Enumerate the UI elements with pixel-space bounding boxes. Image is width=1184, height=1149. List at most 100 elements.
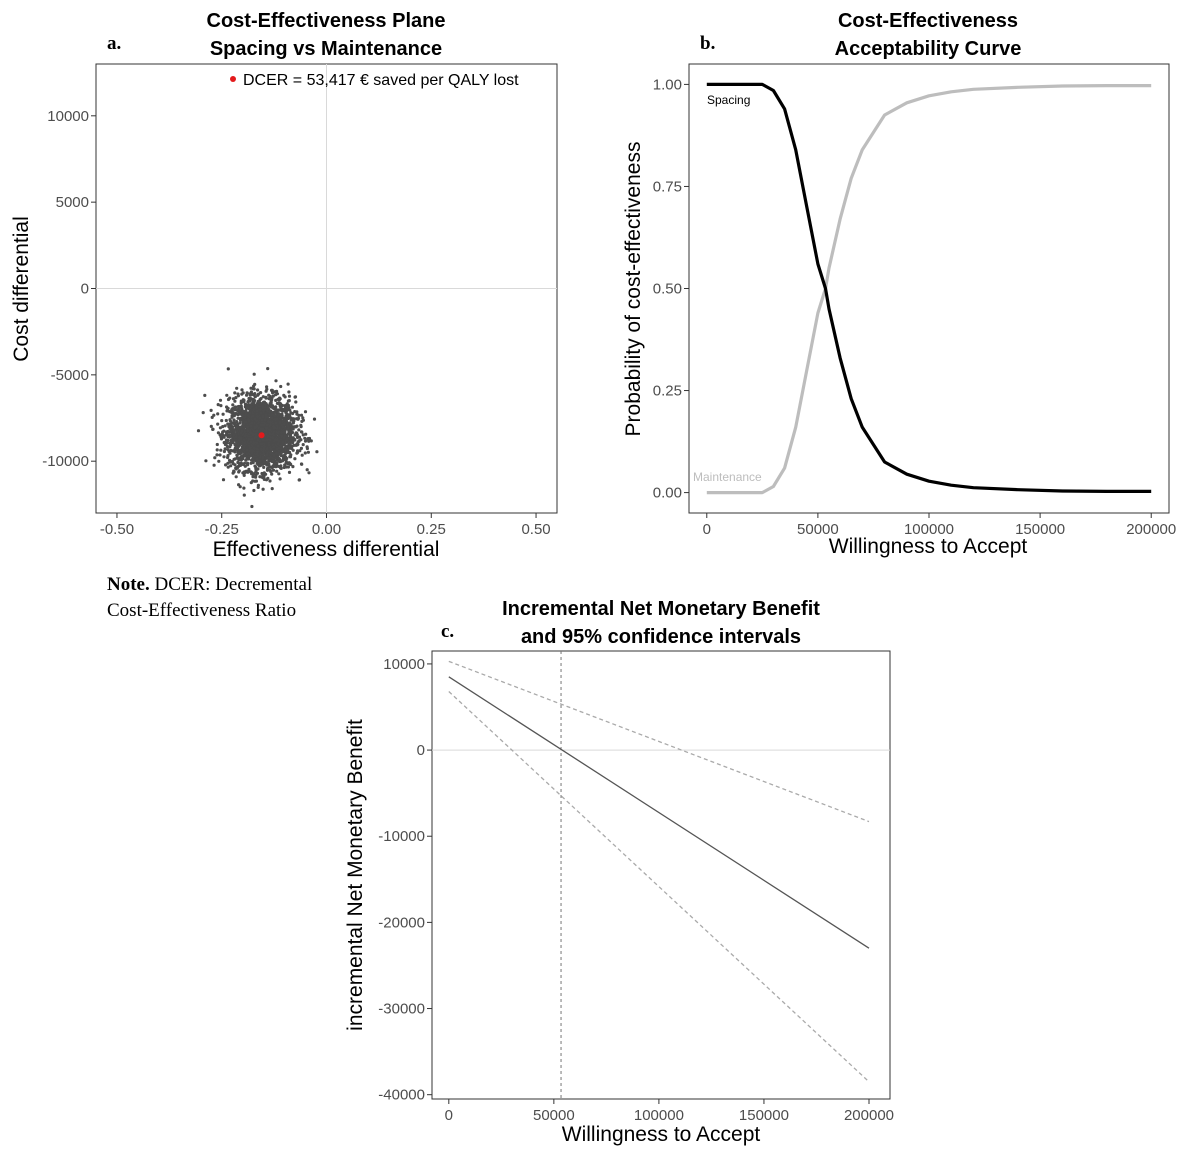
scatter-point [221, 412, 225, 416]
scatter-point [277, 449, 281, 453]
scatter-point [271, 432, 275, 436]
scatter-point [267, 443, 271, 447]
scatter-point [261, 487, 265, 491]
panel-c: c. Incremental Net Monetary Benefit and … [344, 598, 894, 1146]
scatter-point [247, 467, 251, 471]
panel-b-line-spacing [706, 82, 1152, 493]
scatter-point [267, 456, 271, 460]
scatter-point [243, 461, 247, 465]
scatter-point [241, 391, 245, 395]
scatter-point [224, 438, 229, 442]
scatter-point [252, 372, 256, 376]
scatter-point [268, 479, 272, 483]
scatter-point [294, 443, 298, 447]
panel-b-title: Cost-Effectiveness [838, 10, 1018, 32]
scatter-point [219, 435, 223, 439]
scatter-point [288, 442, 292, 446]
scatter-point [231, 397, 236, 401]
scatter-point [290, 405, 294, 409]
scatter-point [265, 423, 269, 427]
scatter-point [249, 424, 253, 428]
scatter-point [286, 424, 290, 428]
scatter-point [252, 488, 256, 493]
scatter-point [238, 451, 242, 456]
scatter-point [285, 438, 289, 442]
scatter-point [216, 412, 220, 416]
scatter-point [245, 448, 249, 452]
panel-b-x-tick-label: 200000 [1126, 521, 1176, 538]
scatter-point [305, 446, 309, 451]
scatter-point [287, 470, 292, 474]
scatter-point [230, 438, 234, 442]
scatter-point [262, 452, 266, 456]
scatter-point [238, 485, 242, 489]
panel-b-y-tick-label: 0.75 [653, 178, 682, 195]
scatter-point [216, 403, 220, 407]
scatter-point [237, 411, 241, 415]
scatter-point [270, 487, 274, 491]
scatter-point [240, 388, 244, 392]
scatter-point [237, 438, 241, 442]
scatter-point [249, 440, 253, 444]
scatter-point [220, 419, 224, 423]
scatter-point [239, 425, 243, 429]
scatter-point [226, 367, 230, 371]
scatter-point [312, 417, 317, 421]
scatter-point [254, 432, 258, 437]
scatter-point [237, 470, 241, 474]
scatter-point [271, 391, 275, 395]
scatter-point [268, 432, 272, 436]
scatter-point [287, 445, 291, 449]
scatter-point [252, 384, 256, 388]
scatter-point [218, 398, 223, 402]
scatter-point [247, 437, 251, 442]
scatter-point [249, 405, 254, 409]
panel-b-subtitle: Acceptability Curve [835, 38, 1022, 60]
scatter-point [203, 393, 207, 397]
scatter-point [257, 420, 261, 425]
scatter-point [271, 394, 275, 398]
scatter-point [269, 404, 274, 408]
scatter-point [282, 430, 286, 434]
panel-c-y-tick-label: -10000 [378, 828, 425, 845]
scatter-point [244, 412, 248, 416]
scatter-point [259, 411, 263, 415]
scatter-point [225, 444, 229, 449]
panel-b-y-axis-label: Probability of cost-effectiveness [622, 142, 645, 437]
scatter-point [275, 469, 279, 473]
scatter-point [250, 392, 255, 396]
scatter-point [289, 437, 293, 441]
scatter-point [291, 440, 295, 445]
scatter-point [225, 393, 229, 397]
scatter-point [215, 448, 219, 452]
scatter-point [247, 457, 251, 461]
scatter-point [251, 412, 255, 416]
scatter-point [296, 416, 301, 420]
scatter-point [251, 475, 255, 479]
scatter-point [234, 448, 238, 452]
scatter-point [251, 414, 255, 418]
scatter-point [265, 385, 269, 389]
scatter-point [235, 420, 239, 424]
scatter-point [268, 438, 272, 442]
panel-c-y-tick-label: 10000 [383, 656, 425, 673]
scatter-point [239, 418, 243, 422]
scatter-point [297, 428, 301, 432]
scatter-point [301, 418, 305, 422]
scatter-point [256, 485, 260, 489]
scatter-point [303, 439, 308, 443]
panel-a: a. Cost-Effectiveness Plane Spacing vs M… [10, 10, 558, 561]
panel-a-y-tick-label: -5000 [51, 367, 89, 384]
panel-c-x-tick-label: 0 [445, 1107, 453, 1124]
scatter-point [252, 399, 257, 403]
panel-a-scatter-cloud [196, 367, 319, 509]
scatter-point [278, 401, 282, 405]
panel-c-y-tick-label: 0 [417, 742, 425, 759]
scatter-point [268, 409, 272, 414]
scatter-point [240, 454, 244, 458]
scatter-point [270, 472, 274, 476]
scatter-point [259, 442, 264, 446]
scatter-point [285, 420, 289, 424]
scatter-point [276, 431, 280, 435]
scatter-point [283, 463, 287, 467]
